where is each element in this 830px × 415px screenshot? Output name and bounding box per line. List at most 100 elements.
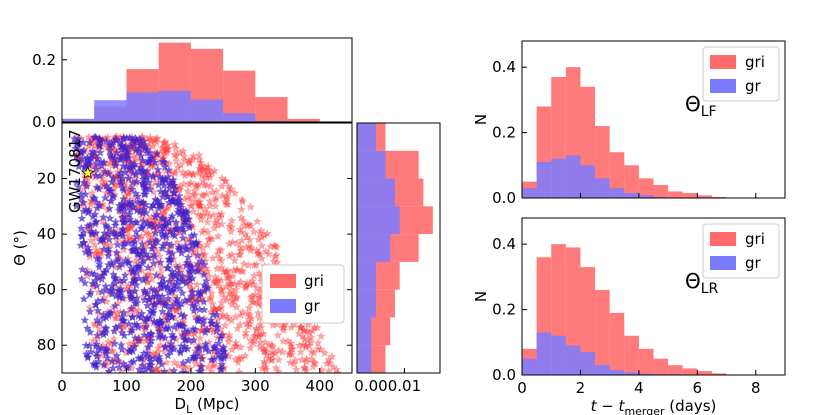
- scatter-point-gr: [163, 350, 173, 360]
- scatter-point-gr: [109, 326, 119, 336]
- scatter-point-gri: [152, 246, 162, 255]
- scatter-point-gr: [92, 182, 102, 192]
- scatter-point-gr: [174, 204, 184, 214]
- scatter-point-gr: [178, 276, 187, 286]
- scatter-point-gri: [229, 289, 239, 298]
- scatter-point-gri: [251, 330, 261, 340]
- scatter-point-gri: [240, 351, 250, 360]
- lr_hist-xtick-label: 6: [693, 379, 703, 397]
- scatter-point-gr: [179, 226, 189, 236]
- scatter-xtick-label: 100: [112, 377, 141, 395]
- scatter-point-gri: [199, 180, 209, 189]
- scatter-point-gr: [107, 281, 117, 290]
- scatter-point-gr: [132, 319, 142, 329]
- scatter-point-gri: [148, 141, 158, 151]
- scatter-point-gr: [110, 220, 120, 230]
- scatter-point-gri: [240, 283, 250, 292]
- scatter-point-gri: [170, 168, 180, 178]
- scatter-point-gri: [221, 281, 231, 291]
- scatter-point-gr: [219, 353, 229, 362]
- scatter-point-gr: [138, 246, 148, 255]
- scatter-point-gri: [203, 217, 212, 227]
- scatter-point-gr: [80, 278, 90, 287]
- scatter-point-gri: [143, 229, 153, 238]
- scatter-point-gr: [95, 171, 105, 180]
- scatter-point-gri: [231, 341, 241, 351]
- scatter-point-gri: [170, 167, 180, 176]
- scatter-point-gri: [286, 341, 296, 351]
- scatter-point-gri: [301, 340, 310, 350]
- scatter-point-gr: [111, 256, 121, 266]
- scatter-point-gri: [198, 175, 208, 185]
- scatter-point-gri: [215, 212, 225, 222]
- scatter-point-gri: [246, 221, 256, 231]
- scatter-point-gri: [90, 240, 100, 249]
- scatter-point-gr: [155, 315, 165, 325]
- scatter-point-gri: [302, 326, 312, 336]
- gw170817-marker: [81, 165, 95, 179]
- scatter-point-gri: [259, 357, 269, 366]
- scatter-point-gri: [257, 253, 267, 263]
- scatter-point-gr: [108, 286, 118, 295]
- scatter-point-gr: [113, 240, 122, 249]
- scatter-point-gri: [224, 273, 233, 283]
- scatter-point-gr: [193, 265, 203, 275]
- scatter-point-gri: [260, 345, 270, 355]
- scatter-point-gri: [245, 319, 255, 328]
- scatter-point-gri: [260, 358, 270, 368]
- scatter-point-gr: [180, 219, 189, 229]
- scatter-point-gr: [90, 193, 100, 203]
- scatter-point-gr: [127, 357, 136, 367]
- scatter-point-gri: [226, 278, 236, 288]
- scatter-point-gri: [238, 216, 248, 225]
- scatter-point-gr: [160, 157, 169, 167]
- scatter-point-gri: [294, 328, 304, 338]
- scatter-point-gr: [123, 238, 133, 247]
- scatter-point-gr: [170, 322, 179, 331]
- scatter-point-gr: [162, 324, 172, 333]
- scatter-point-gr: [145, 237, 155, 247]
- scatter-point-gri: [245, 235, 255, 244]
- scatter-point-gri: [217, 297, 227, 307]
- scatter-point-gr: [169, 187, 179, 197]
- scatter-point-gr: [193, 348, 203, 357]
- scatter-point-gr: [119, 359, 129, 368]
- scatter-point-gri: [236, 227, 246, 237]
- scatter-point-gr: [164, 247, 174, 257]
- scatter-point-gr: [138, 155, 148, 165]
- top-hist-bar-gr: [126, 92, 159, 122]
- scatter-point-gri: [205, 234, 215, 243]
- scatter-point-gri: [184, 158, 194, 167]
- scatter-point-gri: [269, 256, 279, 266]
- scatter-point-gri: [162, 144, 172, 154]
- scatter-point-gr: [199, 260, 209, 269]
- scatter-point-gri: [91, 245, 101, 254]
- scatter-point-gri: [189, 169, 199, 179]
- scatter-point-gri: [195, 333, 205, 343]
- scatter-point-gri: [179, 194, 189, 204]
- scatter-point-gri: [147, 274, 157, 284]
- scatter-point-gri: [300, 363, 310, 373]
- scatter-point-gri: [284, 349, 294, 359]
- scatter-point-gri: [244, 219, 254, 229]
- scatter-point-gri: [237, 266, 247, 275]
- scatter-point-gri: [156, 262, 166, 272]
- scatter-point-gr: [212, 326, 222, 336]
- scatter-point-gri: [179, 179, 189, 188]
- scatter-point-gri: [93, 334, 103, 343]
- scatter-point-gr: [129, 266, 138, 276]
- scatter-point-gri: [193, 197, 203, 207]
- scatter-point-gr: [84, 245, 94, 255]
- scatter-point-gr: [83, 221, 93, 231]
- scatter-point-gri: [194, 154, 204, 164]
- scatter-point-gr: [160, 187, 170, 197]
- scatter-point-gri: [239, 259, 249, 268]
- scatter-point-gri: [267, 340, 277, 350]
- scatter-point-gr: [170, 183, 180, 193]
- scatter-point-gri: [274, 345, 284, 355]
- scatter-point-gri: [237, 195, 247, 204]
- top-hist-bar-gr: [158, 90, 191, 122]
- scatter-point-gri: [158, 146, 168, 156]
- scatter-point-gri: [203, 164, 213, 174]
- scatter-point-gri: [185, 200, 195, 210]
